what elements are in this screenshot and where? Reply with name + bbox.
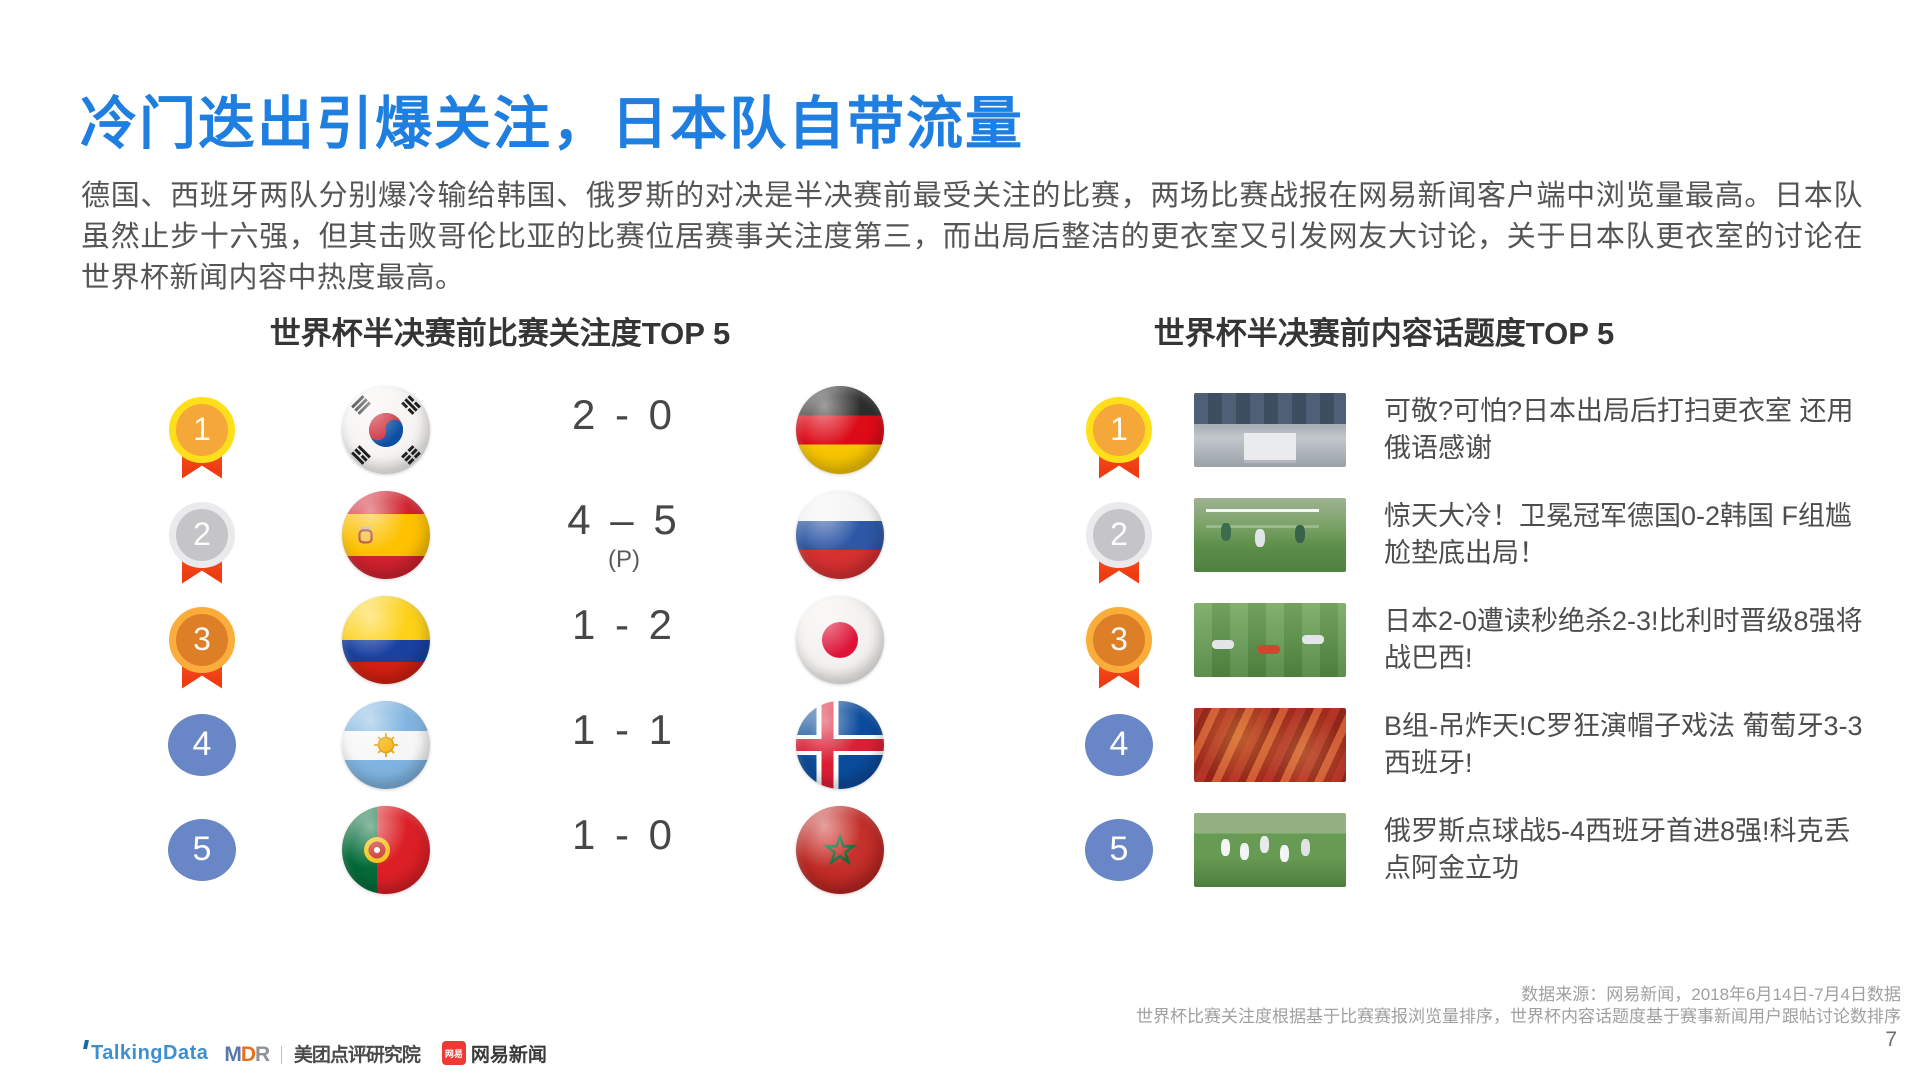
article-photo-locker-room	[1194, 392, 1346, 467]
morocco-flag	[796, 805, 884, 894]
logo-divider	[281, 1045, 283, 1064]
footer-logos: TalkingData MDR 美团点评研究院 网易 网易新闻	[83, 1039, 547, 1066]
topic-row: 5 俄罗斯点球战5-4西班牙首进8强!科克丢点阿金立功	[1060, 797, 1865, 902]
rank-number: 2	[193, 516, 211, 552]
penalty-note	[508, 651, 740, 679]
match-score: 1 - 0	[571, 810, 677, 858]
article-photo-russia-celebration	[1194, 812, 1346, 887]
page-title: 冷门迭出引爆关注，日本队自带流量	[80, 92, 1024, 156]
topic-row: 1 可敬?可怕?日本出局后打扫更衣室 还用俄语感谢	[1060, 377, 1865, 482]
portugal-flag	[342, 805, 430, 894]
netease-news-logo: 网易新闻	[470, 1044, 547, 1066]
rank-4-badge: 4	[1085, 713, 1153, 776]
argentina-flag	[342, 700, 430, 789]
penalty-note	[508, 441, 740, 469]
silver-medal-badge: 2	[1086, 501, 1152, 584]
match-score: 1 - 2	[571, 600, 677, 648]
topic-row: 3 日本2-0遭读秒绝杀2-3!比利时晋级8强将战巴西!	[1060, 587, 1865, 692]
article-photo-japan-belgium	[1194, 602, 1346, 677]
match-score: 1 - 1	[571, 705, 677, 753]
data-source-line1: 数据来源：网易新闻，2018年6月14日-7月4日数据	[1521, 985, 1901, 1004]
rank-number: 3	[1110, 621, 1128, 657]
south-korea-flag	[342, 385, 430, 474]
topic-row: 4 B组-吊炸天!C罗狂演帽子戏法 葡萄牙3-3西班牙!	[1060, 692, 1865, 797]
penalty-note: (P)	[608, 545, 640, 573]
bronze-medal-badge: 3	[1086, 606, 1152, 689]
rank-5-badge: 5	[168, 818, 236, 881]
content-topics-panel: 1 可敬?可怕?日本出局后打扫更衣室 还用俄语感谢 2 惊天大冷！卫冕冠军德国0…	[1060, 377, 1865, 902]
article-title: 可敬?可怕?日本出局后打扫更衣室 还用俄语感谢	[1384, 395, 1854, 463]
rank-number: 2	[1110, 516, 1128, 552]
spain-flag	[342, 490, 430, 579]
article-photo-portugal-fans	[1194, 707, 1346, 782]
topic-row: 2 惊天大冷！卫冕冠军德国0-2韩国 F组尴尬垫底出局！	[1060, 482, 1865, 587]
rank-number: 3	[193, 621, 211, 657]
colombia-flag	[342, 595, 430, 684]
rank-number: 1	[1110, 411, 1128, 447]
match-attention-panel: 1	[140, 377, 940, 902]
rank-5-badge: 5	[1085, 818, 1153, 881]
match-row: 4 1 - 1	[140, 692, 940, 797]
penalty-note	[508, 756, 740, 784]
data-source-note: 数据来源：网易新闻，2018年6月14日-7月4日数据 世界杯比赛关注度根据基于…	[1136, 984, 1901, 1028]
article-title: 惊天大冷！卫冕冠军德国0-2韩国 F组尴尬垫底出局！	[1384, 500, 1853, 568]
data-source-line2: 世界杯比赛关注度根据基于比赛赛报浏览量排序，世界杯内容话题度基于赛事新闻用户跟帖…	[1136, 1007, 1901, 1026]
mdr-logo: MDR 美团点评研究院	[224, 1042, 421, 1066]
iceland-flag	[796, 700, 884, 789]
russia-flag	[796, 490, 884, 579]
match-row: 2 4 – 5 (P)	[140, 482, 940, 587]
match-row: 5 1 - 0	[140, 797, 940, 902]
penalty-note	[508, 861, 740, 889]
silver-medal-badge: 2	[169, 501, 235, 584]
gold-medal-badge: 1	[169, 396, 235, 479]
talkingdata-tick-icon	[83, 1039, 89, 1049]
match-score: 2 - 0	[571, 390, 677, 438]
germany-flag	[796, 385, 884, 474]
rank-4-badge: 4	[168, 713, 236, 776]
match-row: 1	[140, 377, 940, 482]
intro-paragraph: 德国、西班牙两队分别爆冷输给韩国、俄罗斯的对决是半决赛前最受关注的比赛，两场比赛…	[81, 180, 1863, 294]
netease-badge-icon: 网易	[441, 1041, 466, 1065]
article-title: B组-吊炸天!C罗狂演帽子戏法 葡萄牙3-3西班牙!	[1384, 710, 1863, 778]
meituan-research-logo: 美团点评研究院	[293, 1044, 421, 1066]
left-panel-title: 世界杯半决赛前比赛关注度TOP 5	[269, 316, 731, 351]
portugal-emblem	[364, 836, 390, 863]
page-number: 7	[1885, 1028, 1897, 1051]
match-score: 4 – 5	[567, 495, 681, 543]
article-photo-germany-korea	[1194, 497, 1346, 572]
bronze-medal-badge: 3	[169, 606, 235, 689]
gold-medal-badge: 1	[1086, 396, 1152, 479]
rank-number: 1	[193, 411, 211, 447]
match-row: 3 1 - 2	[140, 587, 940, 692]
article-title: 俄罗斯点球战5-4西班牙首进8强!科克丢点阿金立功	[1384, 815, 1851, 883]
article-title: 日本2-0遭读秒绝杀2-3!比利时晋级8强将战巴西!	[1384, 605, 1863, 673]
talkingdata-logo: TalkingData	[83, 1039, 208, 1065]
japan-flag	[796, 595, 884, 684]
right-panel-title: 世界杯半决赛前内容话题度TOP 5	[1153, 316, 1615, 351]
